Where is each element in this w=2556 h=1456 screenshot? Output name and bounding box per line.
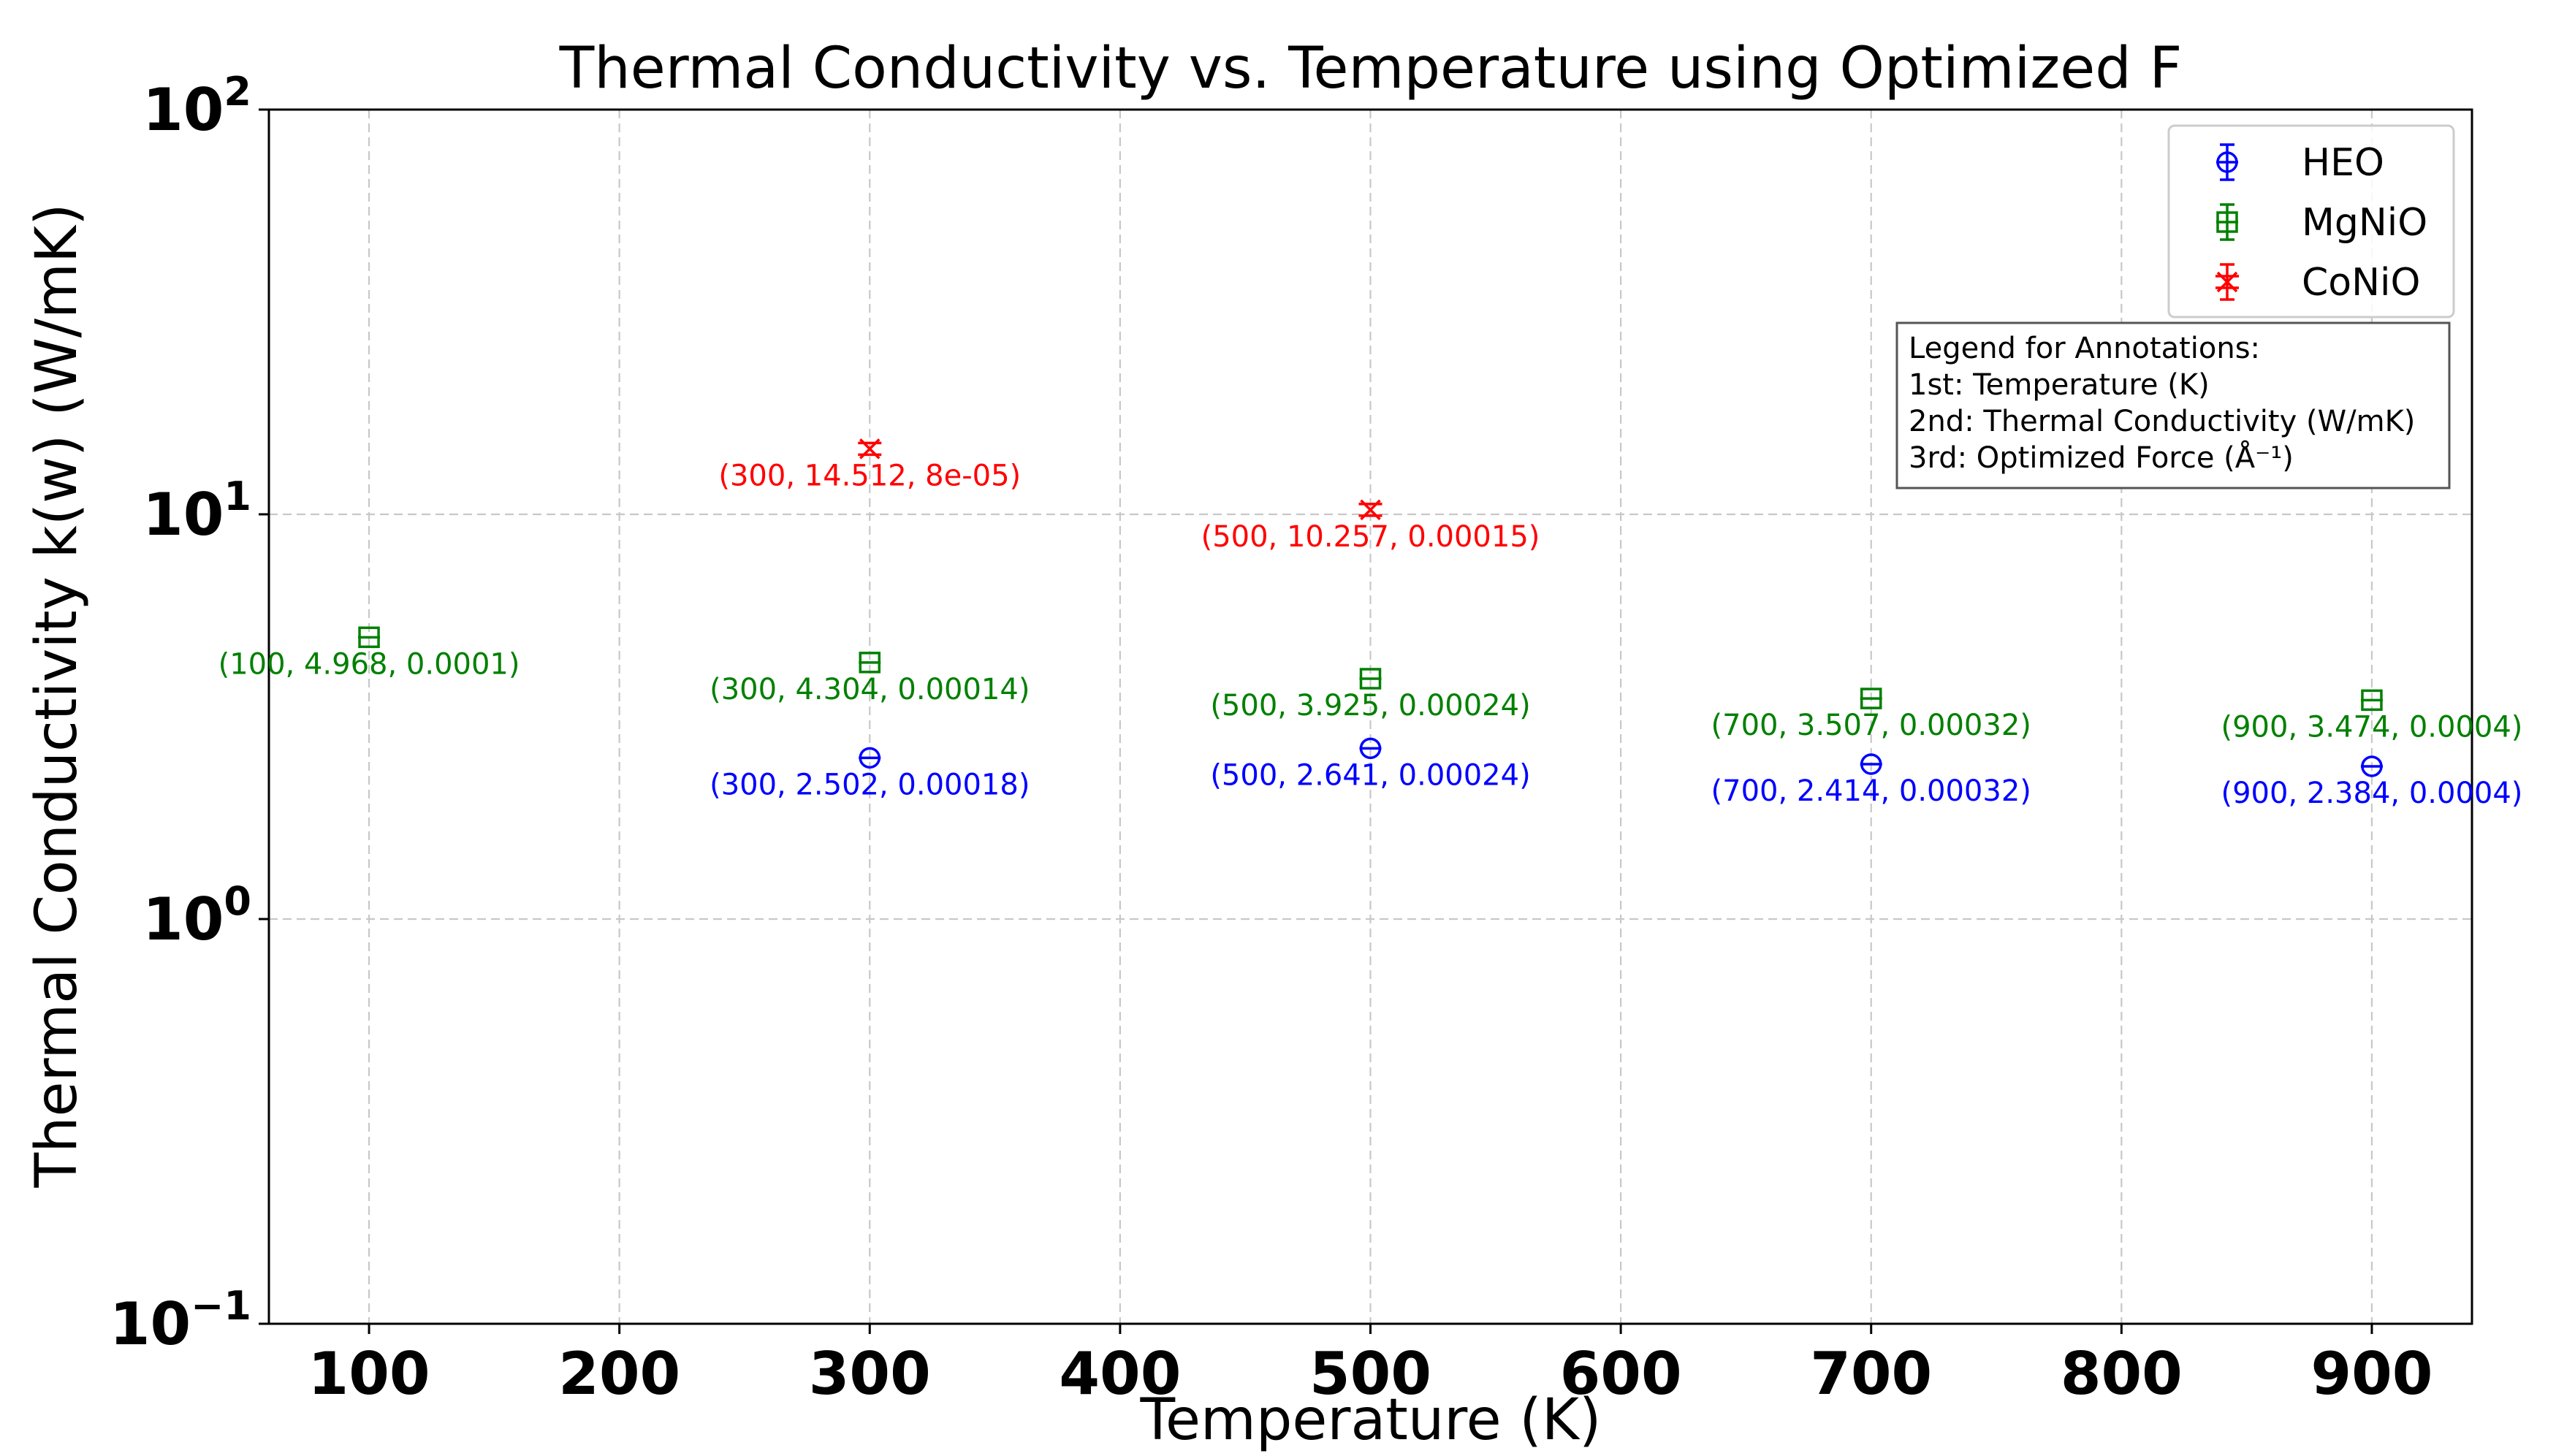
data-label-heo: (700, 2.414, 0.00032) bbox=[1711, 774, 2031, 808]
annotation-legend-frame bbox=[1895, 321, 2451, 489]
data-label-mgnio: (900, 3.474, 0.0004) bbox=[2221, 710, 2523, 744]
data-point-mgnio bbox=[1860, 687, 1882, 709]
data-point-heo bbox=[859, 747, 881, 769]
data-point-mgnio bbox=[1359, 668, 1382, 690]
data-point-heo bbox=[2360, 755, 2383, 777]
data-label-heo: (500, 2.641, 0.00024) bbox=[1210, 758, 1530, 792]
data-point-heo bbox=[1359, 737, 1382, 760]
legend-item-conio: CoNiO bbox=[2215, 261, 2420, 305]
legend-frame bbox=[2167, 124, 2455, 319]
data-point-mgnio bbox=[358, 626, 381, 649]
x-tick-label: 900 bbox=[2310, 1340, 2433, 1408]
data-label-conio: (500, 10.257, 0.00015) bbox=[1201, 520, 1540, 554]
data-label-mgnio: (700, 3.507, 0.00032) bbox=[1711, 709, 2031, 742]
legend-item-heo: HEO bbox=[2216, 141, 2384, 185]
data-point-heo bbox=[1860, 753, 1882, 775]
x-tick-label: 300 bbox=[809, 1340, 931, 1408]
annotation-legend-line: 1st: Temperature (K) bbox=[1909, 368, 2210, 402]
annotation-legend-line: 3rd: Optimized Force (Å⁻¹) bbox=[1909, 440, 2294, 475]
x-tick-label: 600 bbox=[1560, 1340, 1682, 1408]
series-legend: HEO MgNiO CoNiO bbox=[2167, 124, 2455, 319]
x-tick-label: 200 bbox=[558, 1340, 680, 1408]
legend-item-mgnio: MgNiO bbox=[2216, 201, 2427, 245]
data-label-mgnio: (100, 4.968, 0.0001) bbox=[218, 647, 520, 681]
chart-title: Thermal Conductivity vs. Temperature usi… bbox=[559, 36, 2183, 102]
legend-label-heo: HEO bbox=[2302, 141, 2384, 185]
data-label-heo: (900, 2.384, 0.0004) bbox=[2221, 777, 2523, 810]
legend-marker-mgnio bbox=[2216, 211, 2238, 233]
annotation-legend-line: 2nd: Thermal Conductivity (W/mK) bbox=[1909, 405, 2415, 438]
x-tick-label: 400 bbox=[1059, 1340, 1181, 1408]
y-axis-label: Thermal Conductivity k(w) (W/mK) bbox=[24, 203, 90, 1188]
data-label-mgnio: (500, 3.925, 0.00024) bbox=[1210, 689, 1530, 723]
data-point-conio bbox=[1358, 499, 1382, 521]
data-point-conio bbox=[858, 438, 882, 460]
annotation-legend-line: Legend for Annotations: bbox=[1909, 332, 2260, 365]
legend-marker-heo bbox=[2216, 151, 2238, 173]
data-label-heo: (300, 2.502, 0.00018) bbox=[710, 768, 1030, 801]
data-point-mgnio bbox=[859, 652, 881, 674]
x-tick-label: 500 bbox=[1309, 1340, 1431, 1408]
data-markers bbox=[358, 438, 2383, 777]
x-tick-label: 700 bbox=[1810, 1340, 1932, 1408]
data-point-mgnio bbox=[2360, 689, 2383, 712]
legend-marker-conio bbox=[2215, 271, 2239, 293]
x-axis-label: Temperature (K) bbox=[1140, 1387, 1602, 1453]
x-tick-label: 100 bbox=[308, 1340, 430, 1408]
data-annotations: (300, 2.502, 0.00018) (500, 2.641, 0.0002… bbox=[218, 459, 2523, 810]
data-label-conio: (300, 14.512, 8e-05) bbox=[718, 459, 1021, 492]
annotation-legend-box: Legend for Annotations:1st: Temperature … bbox=[1895, 321, 2451, 489]
x-tick-label: 800 bbox=[2061, 1340, 2183, 1408]
legend-label-conio: CoNiO bbox=[2302, 261, 2420, 305]
data-label-mgnio: (300, 4.304, 0.00014) bbox=[710, 673, 1030, 706]
legend-label-mgnio: MgNiO bbox=[2302, 201, 2427, 245]
